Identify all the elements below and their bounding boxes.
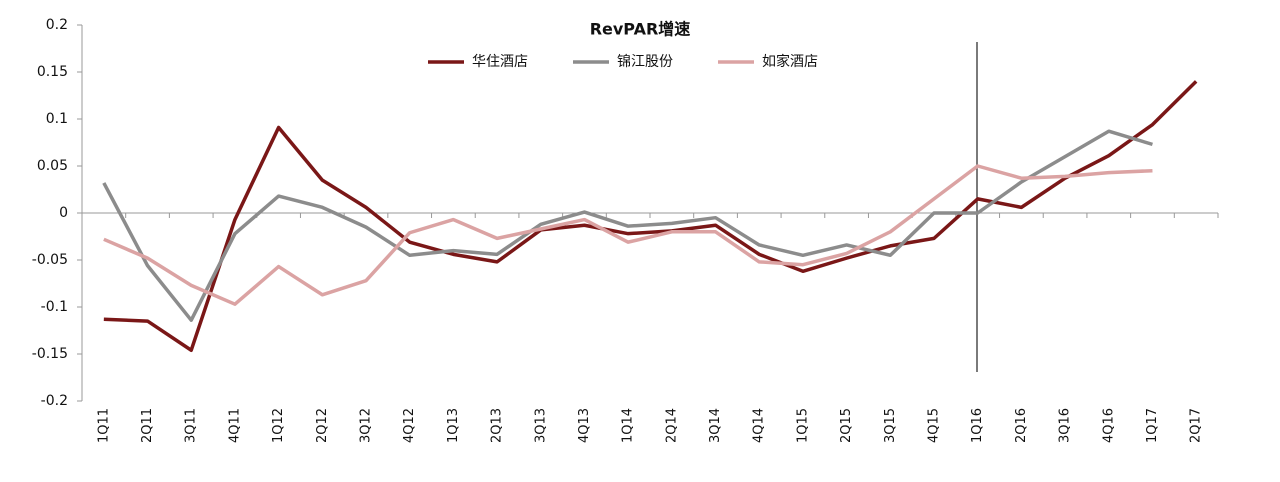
x-tick-label: 3Q14 <box>708 408 723 443</box>
x-tick-label: 4Q13 <box>577 408 592 443</box>
x-tick-label: 4Q16 <box>1101 408 1116 443</box>
x-tick-label: 1Q16 <box>970 408 985 443</box>
series-line <box>103 164 1153 306</box>
y-tick-label: -0.05 <box>32 252 68 268</box>
x-tick-label: 3Q11 <box>184 408 199 443</box>
series-line <box>103 80 1198 352</box>
chart-title: RevPAR增速 <box>590 20 691 39</box>
x-tick-label: 1Q13 <box>446 408 461 443</box>
y-tick-label: 0.05 <box>37 158 68 174</box>
x-tick-label: 2Q11 <box>140 408 155 443</box>
x-tick-label: 4Q11 <box>227 408 242 443</box>
x-tick-label: 2Q14 <box>664 408 679 443</box>
y-tick-label: 0.2 <box>46 17 68 33</box>
x-tick-label: 2Q12 <box>315 408 330 443</box>
y-tick-label: -0.15 <box>32 346 68 362</box>
x-tick-label: 1Q17 <box>1145 408 1160 443</box>
x-tick-label: 3Q12 <box>359 408 374 443</box>
x-tick-label: 2Q17 <box>1189 408 1204 443</box>
x-tick-label: 2Q16 <box>1014 408 1029 443</box>
legend-label: 华住酒店 <box>472 54 528 70</box>
x-tick-label: 2Q13 <box>490 408 505 443</box>
x-tick-label: 2Q15 <box>839 408 854 443</box>
x-tick-label: 3Q15 <box>883 408 898 443</box>
x-tick-label: 1Q12 <box>271 408 286 443</box>
legend-label: 锦江股份 <box>617 53 673 70</box>
x-tick-label: 1Q11 <box>96 408 111 443</box>
x-tick-label: 3Q16 <box>1058 408 1073 443</box>
legend-label: 如家酒店 <box>762 53 818 70</box>
x-tick-label: 4Q14 <box>752 408 767 443</box>
x-tick-label: 1Q14 <box>621 408 636 443</box>
x-tick-label: 3Q13 <box>533 408 548 443</box>
x-tick-label: 1Q15 <box>795 408 810 443</box>
x-tick-label: 4Q12 <box>402 408 417 443</box>
y-tick-label: -0.2 <box>41 393 68 409</box>
y-tick-label: 0.15 <box>37 64 68 80</box>
x-tick-label: 4Q15 <box>927 408 942 443</box>
y-tick-label: 0 <box>59 205 68 221</box>
y-tick-label: 0.1 <box>46 111 68 127</box>
y-tick-label: -0.1 <box>41 299 68 315</box>
series-line <box>102 129 1153 322</box>
